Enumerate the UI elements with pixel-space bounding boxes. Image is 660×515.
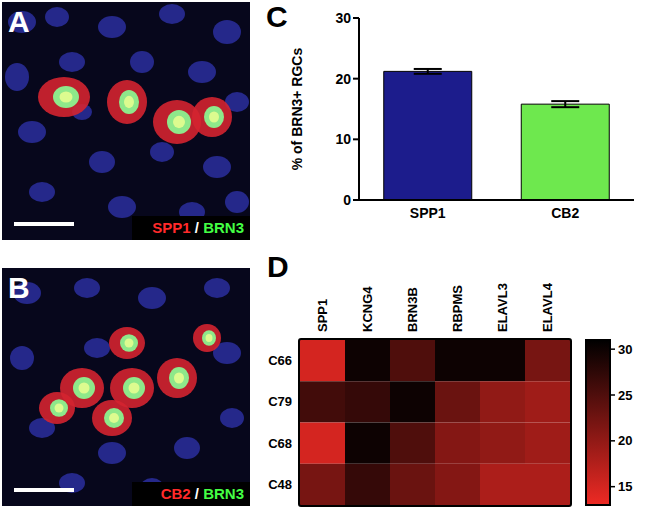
svg-text:SPP1 / BRN3: SPP1 / BRN3	[152, 219, 244, 236]
svg-text:15: 15	[618, 479, 632, 494]
svg-text:CB2: CB2	[551, 205, 579, 221]
svg-text:A: A	[8, 5, 30, 38]
svg-text:25: 25	[618, 388, 632, 403]
svg-text:RBPMS: RBPMS	[450, 285, 465, 332]
svg-text:BRN3B: BRN3B	[405, 287, 420, 332]
svg-text:ELAVL4: ELAVL4	[540, 282, 555, 332]
svg-text:KCNG4: KCNG4	[360, 286, 375, 332]
svg-text:30: 30	[335, 10, 351, 26]
svg-text:0: 0	[343, 192, 351, 208]
svg-text:SPP1: SPP1	[410, 205, 446, 221]
svg-text:30: 30	[618, 342, 632, 357]
svg-text:SPP1: SPP1	[315, 299, 330, 332]
svg-text:20: 20	[335, 71, 351, 87]
svg-text:B: B	[8, 271, 30, 304]
html-text:C: C	[266, 0, 288, 33]
html-text:D: D	[267, 250, 289, 283]
svg-text:20: 20	[618, 433, 632, 448]
svg-text:CB2 / BRN3: CB2 / BRN3	[161, 485, 244, 502]
svg-text:10: 10	[335, 131, 351, 147]
svg-text:C68: C68	[268, 436, 292, 451]
svg-text:C66: C66	[268, 353, 292, 368]
svg-text:C48: C48	[268, 477, 292, 492]
svg-text:ELAVL3: ELAVL3	[495, 283, 510, 332]
svg-text:C79: C79	[268, 394, 292, 409]
svg-text:% of BRN3+ RGCs: % of BRN3+ RGCs	[289, 48, 305, 171]
